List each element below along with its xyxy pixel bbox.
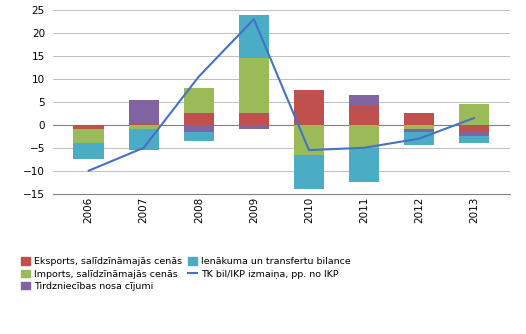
Bar [184,125,214,132]
Bar [349,95,379,107]
Bar [349,125,379,148]
Bar [128,129,159,150]
Bar [404,125,434,129]
Bar [184,113,214,125]
Bar [239,15,269,58]
Bar [128,125,159,129]
Legend: Eksports, salīdzīnāmajās cenās, Imports, salīdzīnāmajās cenās, Tirdzniecības nos: Eksports, salīdzīnāmajās cenās, Imports,… [21,257,351,291]
Bar [459,136,489,143]
Bar [239,58,269,113]
Bar [184,132,214,141]
Bar [128,100,159,123]
Bar [349,148,379,182]
Bar [459,132,489,136]
Bar [459,104,489,125]
Bar [459,125,489,132]
Bar [74,125,104,129]
Bar [404,129,434,132]
Bar [239,113,269,125]
Bar [128,123,159,125]
Bar [74,129,104,143]
Bar [184,88,214,113]
Bar [404,132,434,146]
Bar [294,125,324,155]
Bar [294,155,324,189]
Bar [349,107,379,125]
Bar [404,113,434,125]
Bar [74,143,104,159]
Bar [294,91,324,125]
Bar [239,125,269,129]
